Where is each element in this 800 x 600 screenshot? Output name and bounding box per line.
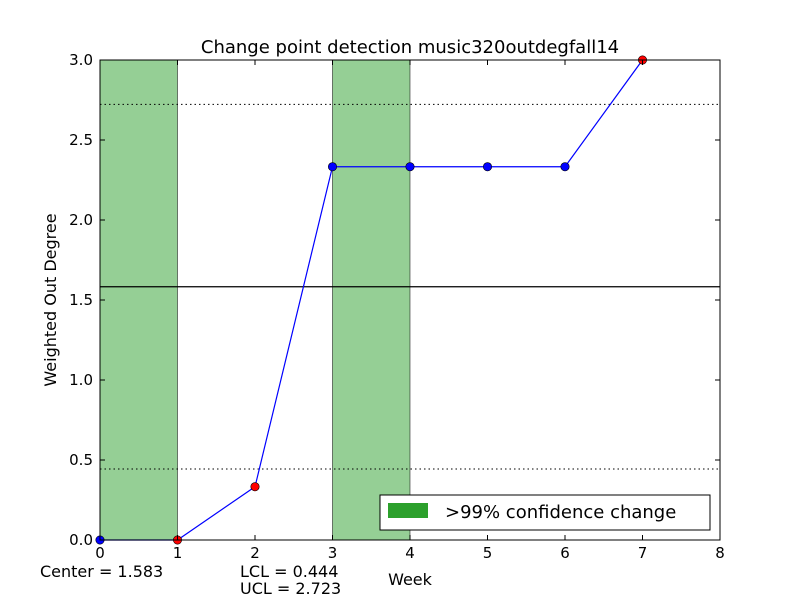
x-tick-label: 8: [715, 544, 725, 562]
lcl-annotation: LCL = 0.444: [240, 562, 338, 581]
x-tick-label: 1: [173, 544, 183, 562]
legend: >99% confidence change: [379, 494, 711, 531]
confidence-region: [332, 59, 411, 541]
x-tick-label: 2: [250, 544, 260, 562]
chart-title: Change point detection music320outdegfal…: [201, 37, 619, 58]
confidence-regions: [99, 59, 411, 541]
y-tick-label: 1.5: [69, 291, 93, 309]
x-tick-label: 7: [638, 544, 648, 562]
series-line: [100, 59, 643, 541]
y-tick-label: 3.0: [69, 51, 93, 69]
x-tick-label: 6: [560, 544, 570, 562]
confidence-region: [99, 59, 178, 541]
x-axis-label: Week: [388, 570, 433, 589]
y-tick-label: 0.0: [69, 531, 93, 549]
legend-swatch: [388, 503, 428, 518]
center-annotation: Center = 1.583: [40, 562, 163, 581]
data-point: [405, 162, 415, 172]
axis-ticks: 0 1 2 3 4 5 6 7 8 0.0 0.5 1.0 1.5 2.0 2.5 3.0: [69, 51, 725, 562]
x-tick-label: 4: [405, 544, 415, 562]
x-tick-label: 5: [483, 544, 493, 562]
x-tick-label: 3: [328, 544, 338, 562]
y-tick-label: 2.5: [69, 131, 93, 149]
legend-frame: [379, 494, 711, 531]
y-tick-label: 0.5: [69, 451, 93, 469]
ucl-annotation: UCL = 2.723: [240, 579, 341, 598]
data-point: [250, 482, 260, 492]
legend-label: >99% confidence change: [445, 502, 676, 523]
data-point: [560, 162, 570, 172]
reference-lines: [100, 103, 720, 470]
y-tick-label: 2.0: [69, 211, 93, 229]
data-point: [327, 162, 337, 172]
data-point: [482, 162, 492, 172]
y-tick-label: 1.0: [69, 371, 93, 389]
y-axis-label: Weighted Out Degree: [41, 213, 60, 386]
x-tick-label: 0: [95, 544, 105, 562]
